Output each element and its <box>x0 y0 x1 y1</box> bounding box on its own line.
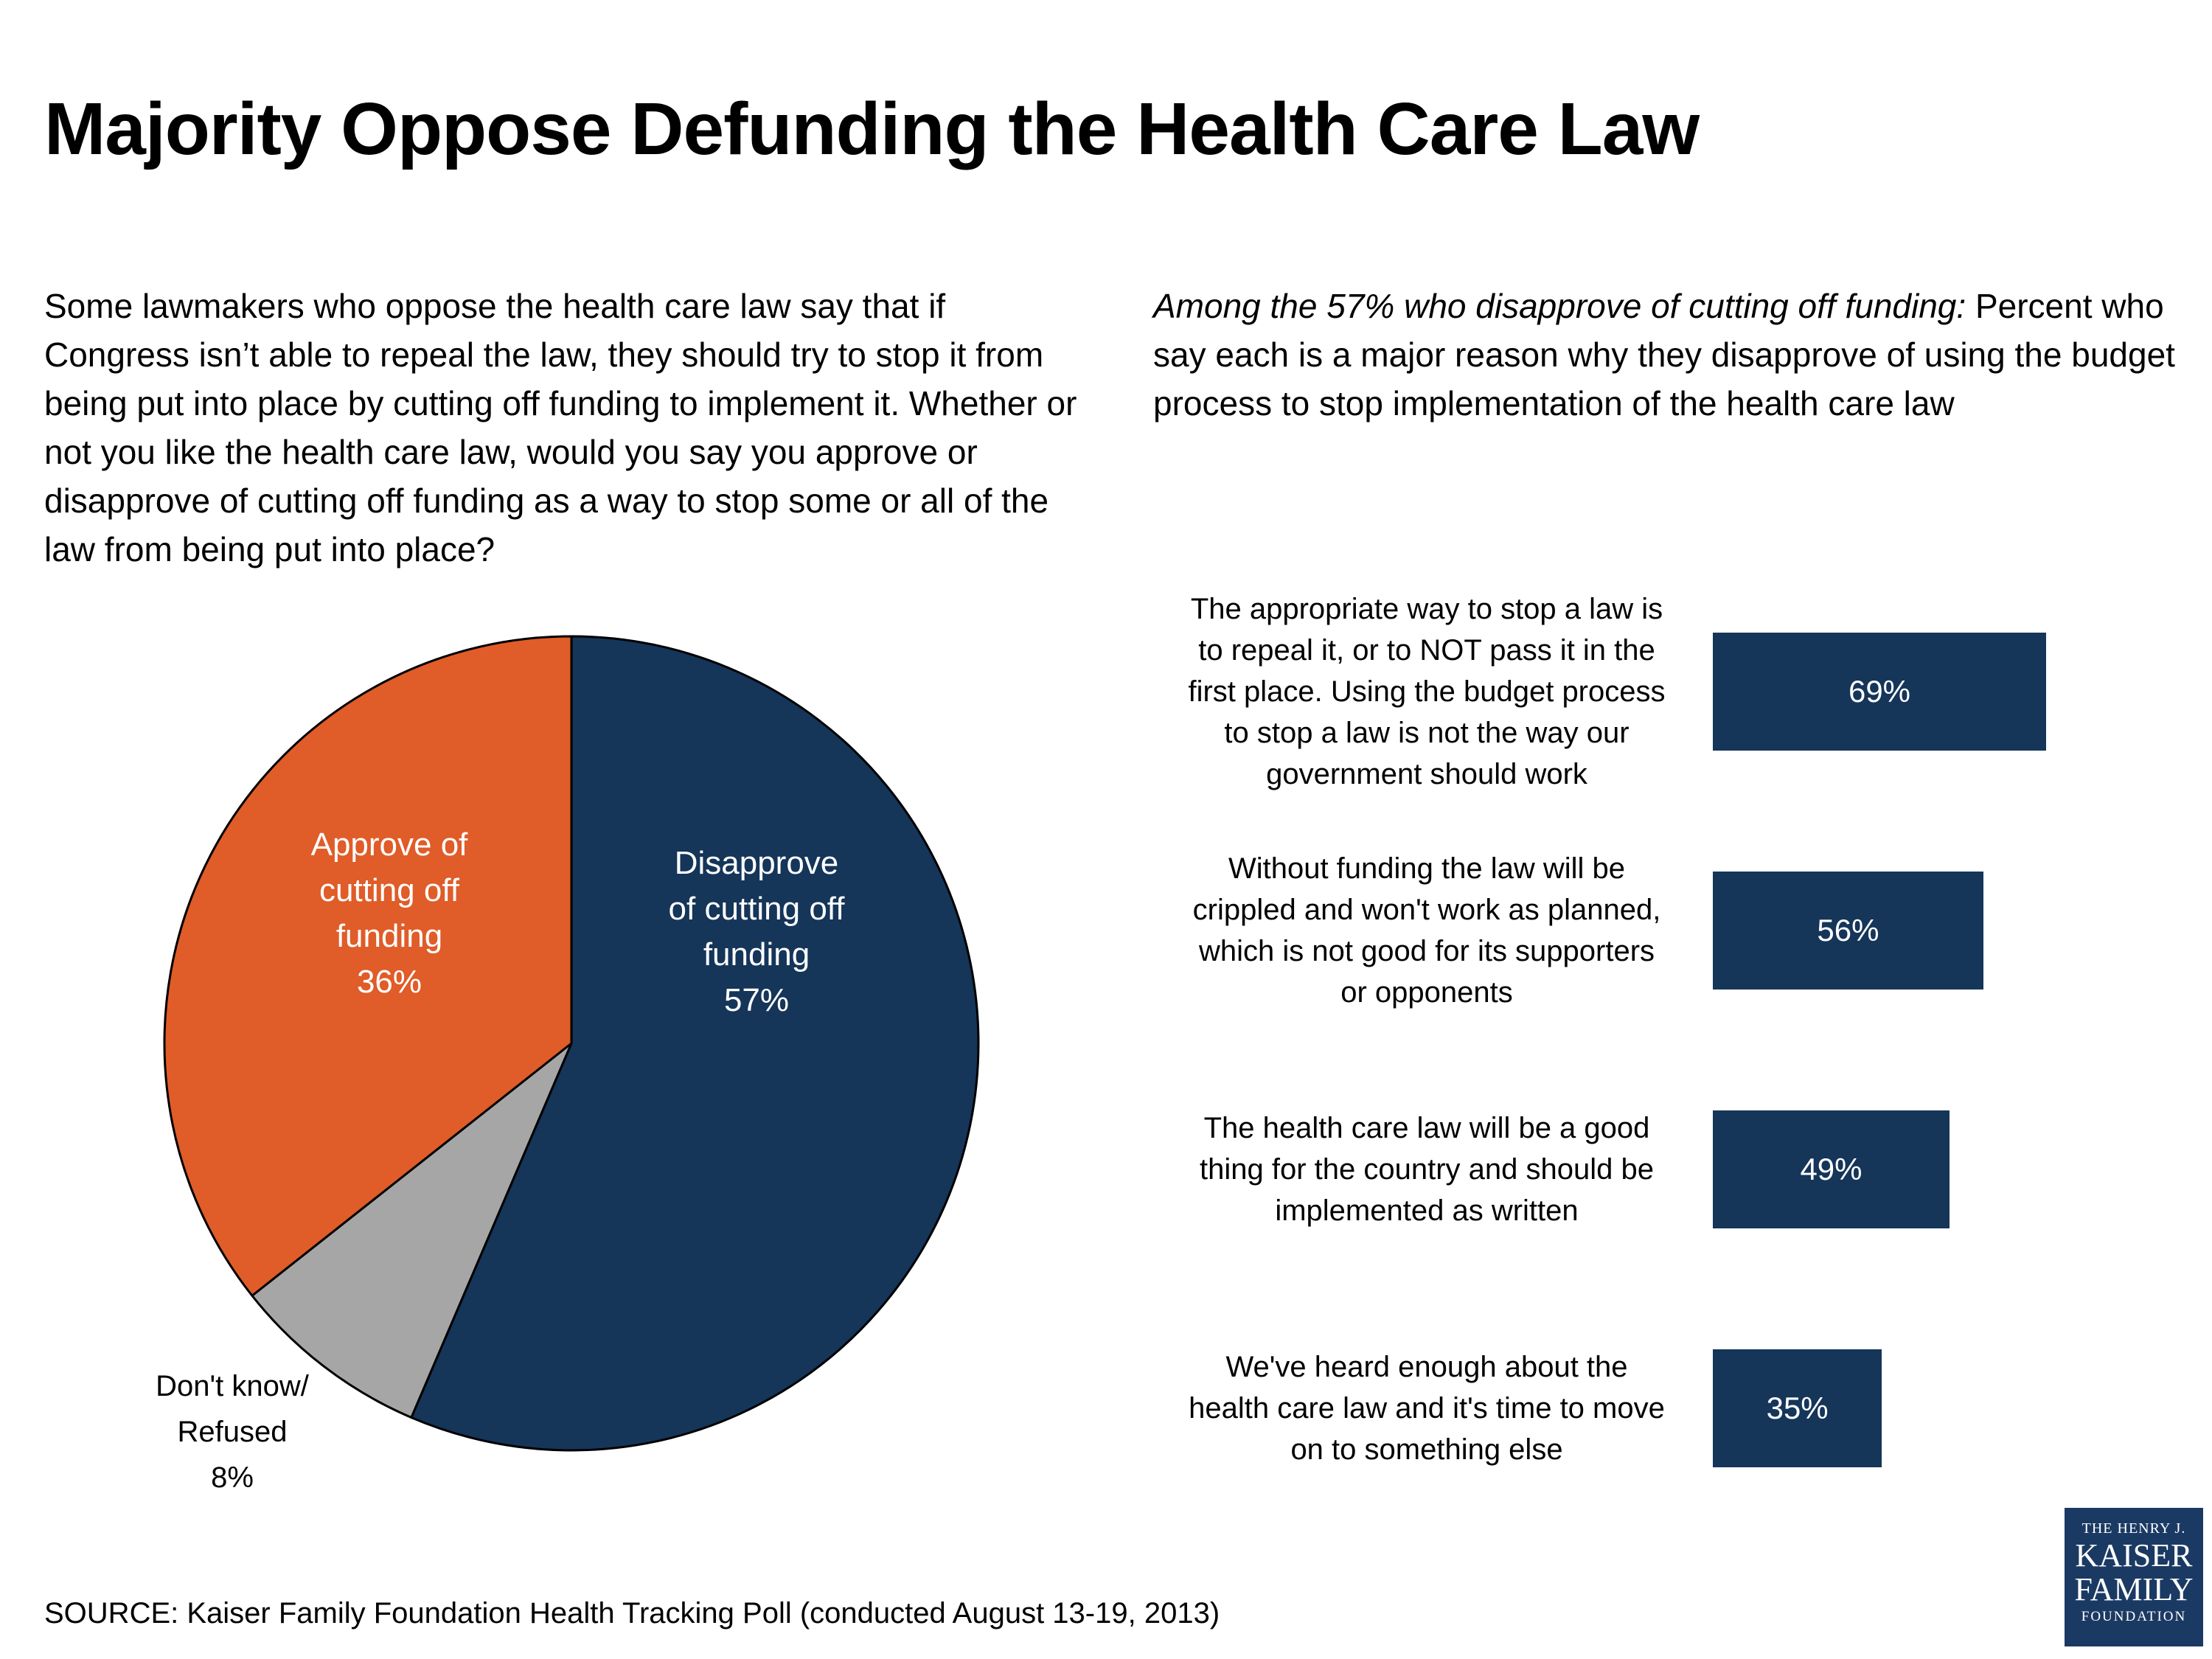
bar: 69% <box>1713 633 2046 751</box>
bar-value-label: 49% <box>1800 1152 1863 1186</box>
bar: 35% <box>1713 1349 1882 1467</box>
bar-value-label: 69% <box>1848 674 1911 709</box>
pie-value-label-dont-know: 8% <box>211 1461 254 1494</box>
bar-category-label-line: We've heard enough about the <box>1225 1351 1628 1383</box>
bar-chart-intro: Among the 57% who disapprove of cutting … <box>1153 282 2185 428</box>
bar-category-label-line: Without funding the law will be <box>1228 852 1626 885</box>
bar-category-label: The appropriate way to stop a law is to r… <box>1158 588 1696 795</box>
pie-slice-disapprove <box>409 635 980 1452</box>
bar-category-label: Without funding the law will be crippled … <box>1158 848 1696 1013</box>
pie-label-disapprove: Disapprove <box>675 845 839 881</box>
bar-value-label: 35% <box>1766 1391 1829 1425</box>
pie-label-dont-know: Don't know/ <box>156 1370 310 1402</box>
logo-line-1: THE HENRY J. <box>2081 1520 2186 1537</box>
bar-category-label-line: implemented as written <box>1275 1194 1579 1227</box>
page-title: Majority Oppose Defunding the Health Car… <box>44 88 1700 170</box>
source-note: SOURCE: Kaiser Family Foundation Health … <box>44 1597 1220 1630</box>
bar-category-label-line: health care law and it's time to move <box>1189 1392 1665 1425</box>
bar-chart-intro-text: Percent who say each is a major reason w… <box>1153 287 2175 422</box>
bar-category-label-line: to repeal it, or to NOT pass it in the <box>1198 634 1655 667</box>
bar-value-label: 56% <box>1817 913 1879 947</box>
bar-category-label-line: or opponents <box>1340 976 1513 1009</box>
bar-category-label: We've heard enough about the health care … <box>1158 1346 1696 1470</box>
pie-value-label-disapprove: 57% <box>724 982 789 1018</box>
bar-category-label-line: government should work <box>1266 758 1587 790</box>
survey-question: Some lawmakers who oppose the health car… <box>44 287 1077 568</box>
pie-label-approve: cutting off <box>319 872 460 908</box>
pie-value-label-approve: 36% <box>357 964 422 1000</box>
pie-label-disapprove: of cutting off <box>669 891 846 927</box>
logo-line-2: KAISER <box>2075 1537 2193 1573</box>
pie-label-disapprove: funding <box>703 936 810 973</box>
bar-category-label-line: on to something else <box>1290 1433 1563 1466</box>
bar-category-label-line: which is not good for its supporters <box>1198 935 1655 967</box>
logo-line-3: FAMILY <box>2074 1571 2194 1607</box>
bar: 49% <box>1713 1110 1950 1228</box>
bar-category-label-line: first place. Using the budget process <box>1188 675 1666 708</box>
bar-category-label-line: crippled and won't work as planned, <box>1192 894 1661 926</box>
bar-category-label: The health care law will be a good thing … <box>1158 1107 1696 1231</box>
bar-chart-intro-italic: Among the 57% who disapprove of cutting … <box>1153 287 1966 325</box>
pie-label-approve: funding <box>336 918 442 954</box>
pie-label-approve: Approve of <box>311 827 469 863</box>
kaiser-family-foundation-logo: THE HENRY J. KAISER FAMILY FOUNDATION <box>2065 1508 2203 1646</box>
pie-label-dont-know: Refused <box>178 1416 288 1448</box>
pie-slice-dont-know <box>250 1042 573 1419</box>
bar-category-label-line: The appropriate way to stop a law is <box>1190 593 1663 625</box>
bar-category-label-line: thing for the country and should be <box>1200 1153 1654 1186</box>
logo-line-4: FOUNDATION <box>2081 1609 2187 1624</box>
pie-slice-approve <box>163 635 573 1298</box>
bar-category-label-line: to stop a law is not the way our <box>1224 717 1630 749</box>
bar: 56% <box>1713 872 1983 990</box>
bar-category-label-line: The health care law will be a good <box>1203 1112 1650 1144</box>
